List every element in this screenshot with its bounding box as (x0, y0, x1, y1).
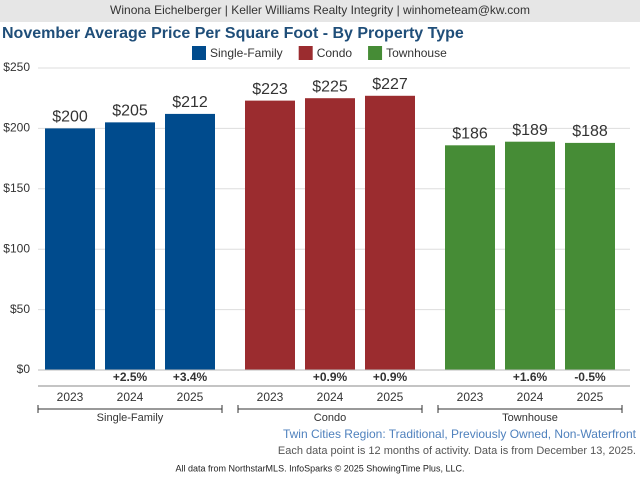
x-tick-label: 2025 (177, 390, 204, 404)
change-label: +0.9% (373, 370, 408, 384)
header-bar (0, 0, 640, 22)
change-label: +1.6% (513, 370, 548, 384)
chart-title: November Average Price Per Square Foot -… (2, 25, 464, 42)
value-label: $189 (512, 122, 548, 139)
data-note: Each data point is 12 months of activity… (278, 445, 636, 457)
legend-label: Townhouse (386, 46, 447, 60)
region-note: Twin Cities Region: Traditional, Previou… (283, 427, 637, 441)
value-label: $188 (572, 123, 608, 140)
y-tick-label: $150 (3, 181, 30, 195)
y-tick-label: $250 (3, 60, 30, 74)
change-label: +2.5% (113, 370, 148, 384)
bar (165, 113, 215, 371)
y-tick-label: $200 (3, 121, 30, 135)
bar (445, 145, 495, 370)
bar (305, 98, 355, 370)
y-tick-label: $50 (10, 302, 30, 316)
legend-swatch (298, 46, 313, 60)
x-tick-label: 2023 (257, 390, 284, 404)
x-tick-label: 2025 (377, 390, 404, 404)
group-label: Condo (314, 412, 346, 424)
source-note: All data from NorthstarMLS. InfoSparks ©… (176, 463, 465, 473)
bar (505, 141, 555, 370)
value-label: $227 (372, 76, 408, 93)
legend-label: Single-Family (210, 46, 283, 60)
value-label: $186 (452, 126, 488, 143)
value-label: $225 (312, 78, 348, 95)
header: Winona Eichelberger | Keller Williams Re… (110, 3, 530, 17)
value-label: $200 (52, 109, 88, 126)
bar (105, 122, 155, 370)
legend-label: Condo (317, 46, 353, 60)
x-tick-label: 2024 (117, 390, 144, 404)
x-tick-label: 2023 (457, 390, 484, 404)
change-label: +0.9% (313, 370, 348, 384)
value-label: $205 (112, 103, 148, 120)
x-tick-label: 2024 (317, 390, 344, 404)
group-label: Townhouse (502, 412, 558, 424)
value-label: $223 (252, 81, 288, 98)
bar (245, 100, 295, 370)
y-tick-label: $100 (3, 241, 30, 255)
legend-swatch (192, 46, 206, 60)
change-label: -0.5% (574, 370, 606, 384)
bar (45, 128, 95, 370)
x-tick-label: 2024 (517, 390, 544, 404)
value-label: $212 (172, 94, 208, 111)
legend-swatch (368, 46, 383, 60)
group-label: Single-Family (97, 412, 164, 424)
bar (565, 142, 615, 370)
y-tick-label: $0 (17, 362, 31, 376)
x-tick-label: 2025 (577, 390, 604, 404)
change-label: +3.4% (173, 370, 208, 384)
bar (365, 95, 415, 370)
x-tick-label: 2023 (57, 390, 84, 404)
